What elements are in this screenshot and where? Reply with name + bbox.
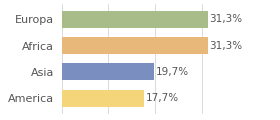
Bar	[62, 90, 144, 107]
Bar	[62, 63, 153, 81]
Text: 31,3%: 31,3%	[209, 14, 243, 24]
Text: 17,7%: 17,7%	[146, 93, 179, 103]
Bar	[62, 37, 208, 54]
Bar	[62, 11, 208, 28]
Text: 19,7%: 19,7%	[155, 67, 188, 77]
Text: 31,3%: 31,3%	[209, 41, 243, 51]
